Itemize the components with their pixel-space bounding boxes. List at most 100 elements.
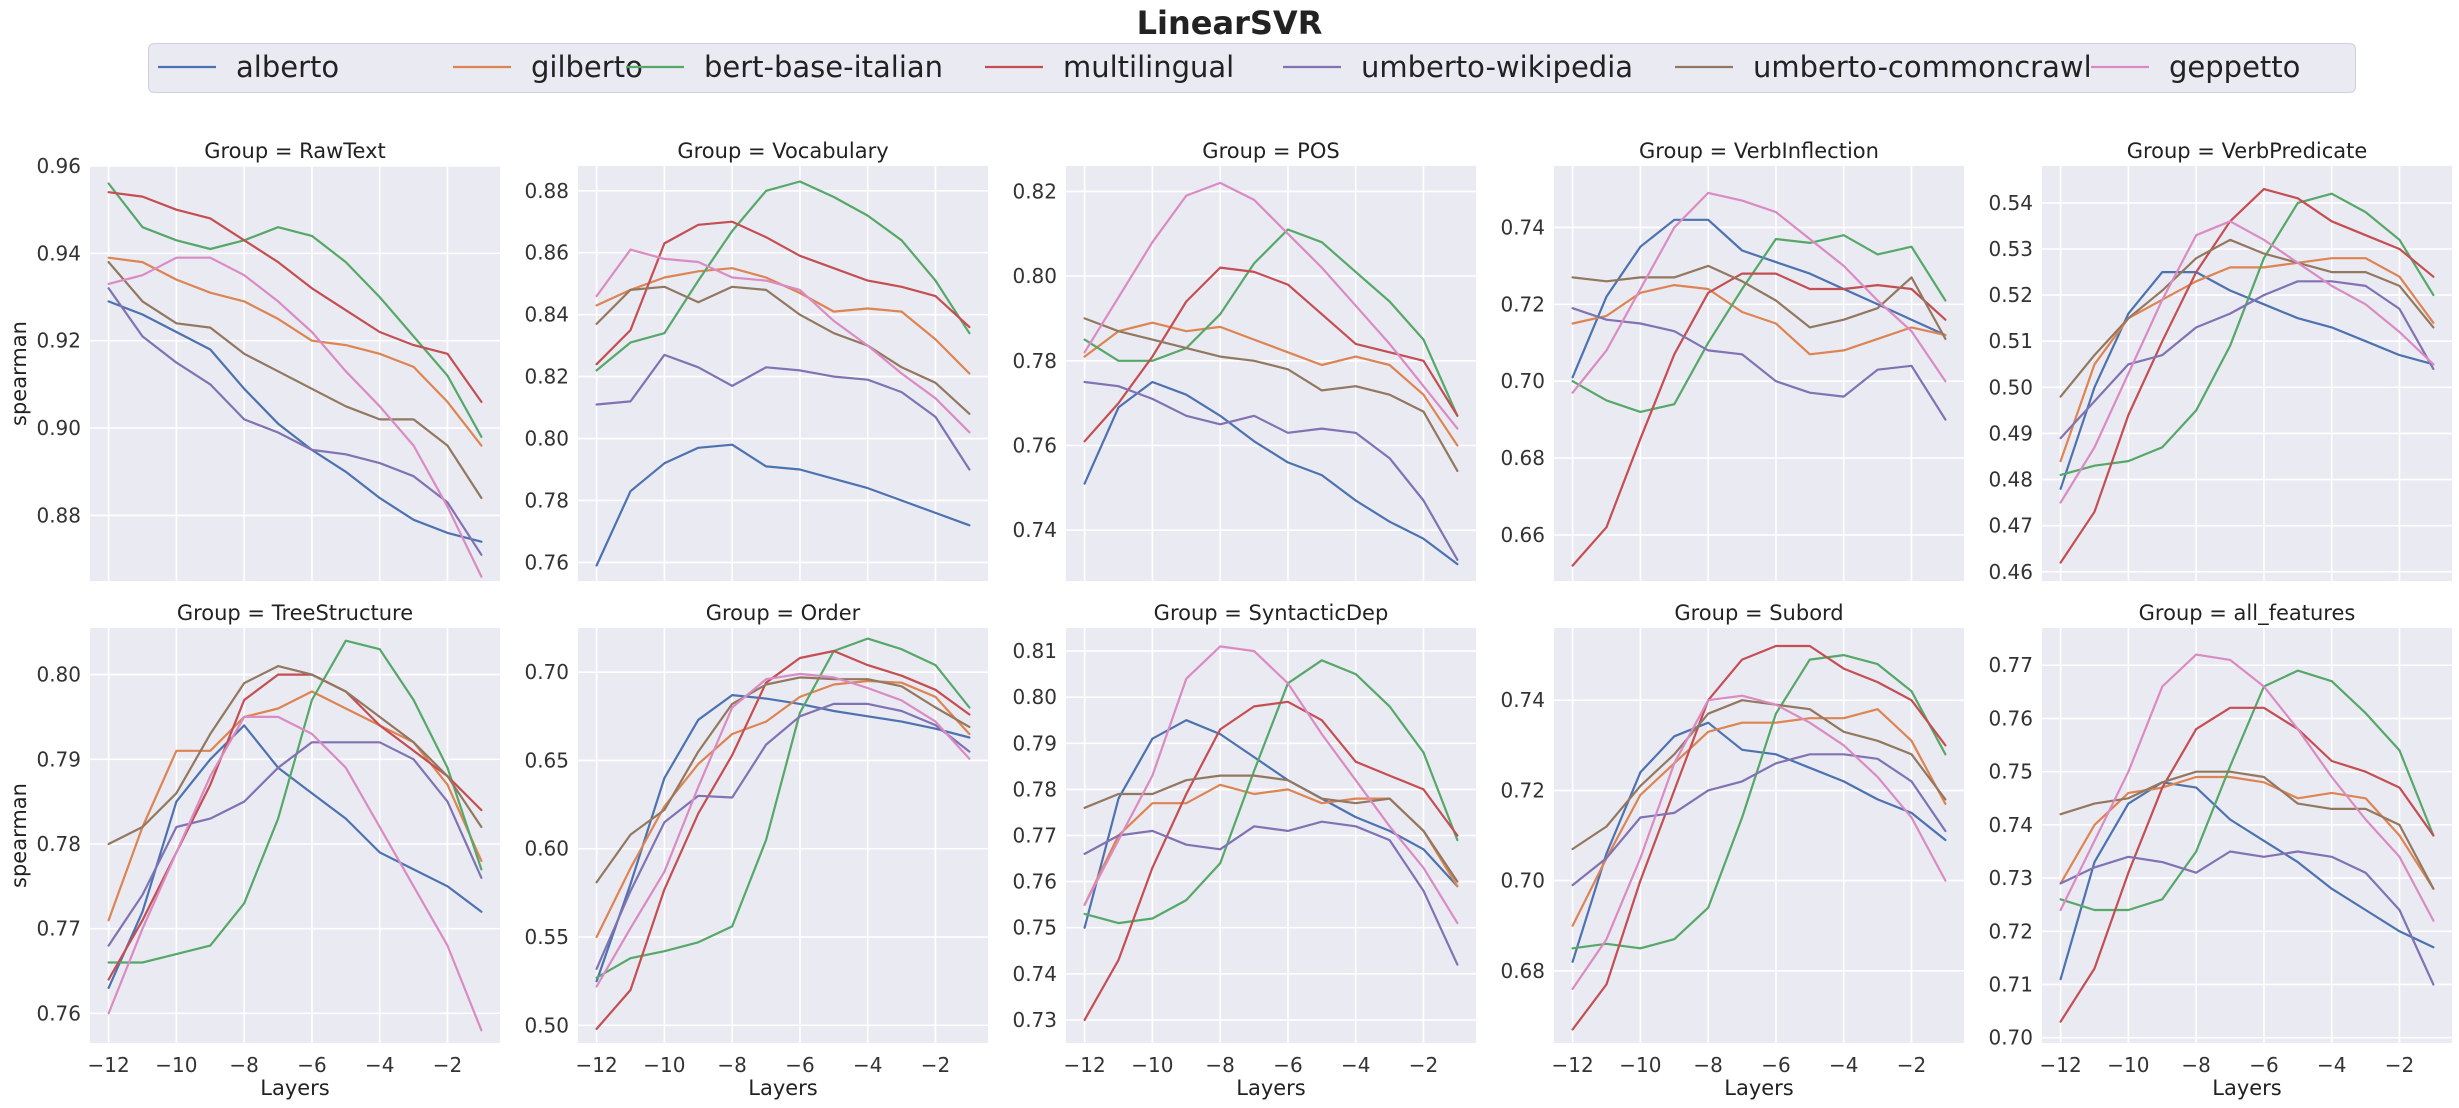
series-line-umberto-wikipedia <box>2059 850 2435 986</box>
panel-title: Group = Subord <box>1674 601 1843 625</box>
series-line-umberto-wikipedia <box>107 287 483 556</box>
series-line-bert-base-italian <box>1083 659 1459 925</box>
series-line-bert-base-italian <box>595 180 971 372</box>
x-tick-label: −12 <box>2040 1053 2082 1077</box>
series-line-umberto-wikipedia <box>1571 753 1947 887</box>
y-tick-label: 0.82 <box>1012 179 1057 203</box>
legend-label: bert-base-italian <box>704 50 943 84</box>
y-tick-label: 0.60 <box>524 837 569 861</box>
legend-item-bert-base-italian: bert-base-italian <box>626 50 943 84</box>
series-line-alberto <box>107 724 483 990</box>
panel-treestructure: −12 −10 −8 −6 −4 −2 0.76 0.77 0.78 0.79 0.80 Group … <box>7 601 500 1100</box>
y-tick-label: 0.78 <box>36 832 81 856</box>
legend-item-multilingual: multilingual <box>985 50 1234 84</box>
y-tick-label: 0.71 <box>1988 972 2033 996</box>
legend-item-geppetto: geppetto <box>2091 50 2300 84</box>
x-tick-label: −10 <box>643 1053 685 1077</box>
legend-label: gilberto <box>531 50 643 84</box>
x-tick-label: −10 <box>1619 1053 1661 1077</box>
legend-label: umberto-commoncrawl <box>1753 50 2092 84</box>
series-line-umberto-wikipedia <box>1083 380 1459 561</box>
series-line-multilingual <box>595 649 971 1031</box>
y-tick-label: 0.66 <box>1500 523 1545 547</box>
series-line-geppetto <box>1571 694 1947 991</box>
x-tick-label: −8 <box>1205 1053 1234 1077</box>
panel-background <box>578 628 988 1043</box>
legend-item-umberto-wikipedia: umberto-wikipedia <box>1283 50 1633 84</box>
panel-syntacticdep: −12 −10 −8 −6 −4 −2 0.73 0.74 0.75 0.76 0.77 0.78 0.… <box>1012 601 1476 1100</box>
x-tick-label: −4 <box>853 1053 882 1077</box>
series-line-umberto-commoncrawl <box>1571 264 1947 340</box>
x-tick-label: −10 <box>2107 1053 2149 1077</box>
series-line-alberto <box>1571 721 1947 963</box>
y-axis-label: spearman <box>7 783 31 888</box>
series-line-umberto-commoncrawl <box>107 664 483 846</box>
y-tick-label: 0.74 <box>1500 215 1545 239</box>
y-tick-label: 0.84 <box>524 303 569 327</box>
y-tick-label: 0.79 <box>1012 731 1057 755</box>
y-tick-label: 0.70 <box>1988 1026 2033 1050</box>
panel-title: Group = TreeStructure <box>177 601 413 625</box>
y-tick-label: 0.53 <box>1988 237 2033 261</box>
legend-item-umberto-commoncrawl: umberto-commoncrawl <box>1675 50 2092 84</box>
series-line-geppetto <box>1083 181 1459 430</box>
x-axis-label: Layers <box>2212 1076 2282 1100</box>
panel-all-features: −12 −10 −8 −6 −4 −2 0.70 0.71 0.72 0.73 0.74 0.75 0.… <box>1988 601 2452 1100</box>
series-line-geppetto <box>2059 653 2435 922</box>
x-tick-label: −2 <box>1409 1053 1438 1077</box>
series-line-umberto-commoncrawl <box>595 676 971 884</box>
y-tick-label: 0.51 <box>1988 329 2033 353</box>
series-line-geppetto <box>595 248 971 434</box>
y-tick-label: 0.72 <box>1988 919 2033 943</box>
y-tick-label: 0.50 <box>1988 375 2033 399</box>
y-tick-label: 0.94 <box>36 241 81 265</box>
x-tick-label: −8 <box>229 1053 258 1077</box>
panel-background <box>1554 166 1964 581</box>
y-tick-label: 0.70 <box>524 660 569 684</box>
series-line-gilberto <box>595 679 971 939</box>
y-tick-label: 0.80 <box>36 663 81 687</box>
y-tick-label: 0.76 <box>1012 433 1057 457</box>
y-tick-label: 0.52 <box>1988 283 2033 307</box>
x-tick-label: −4 <box>365 1053 394 1077</box>
y-tick-label: 0.79 <box>36 747 81 771</box>
chart-title: LinearSVR <box>1136 4 1323 42</box>
series-line-geppetto <box>107 715 483 1032</box>
y-axis-label: spearman <box>7 321 31 426</box>
y-tick-label: 0.75 <box>1012 916 1057 940</box>
panel-verbinflection: 0.66 0.68 0.70 0.72 0.74 Group = VerbInflecti… <box>1500 139 1964 581</box>
y-tick-label: 0.73 <box>1988 866 2033 890</box>
y-tick-label: 0.47 <box>1988 514 2033 538</box>
y-tick-label: 0.74 <box>1500 688 1545 712</box>
y-tick-label: 0.50 <box>524 1013 569 1037</box>
series-line-umberto-wikipedia <box>1083 820 1459 966</box>
y-tick-label: 0.54 <box>1988 191 2033 215</box>
x-tick-label: −6 <box>785 1053 814 1077</box>
series-line-gilberto <box>107 256 483 447</box>
panel-subord: −12 −10 −8 −6 −4 −2 0.68 0.70 0.72 0.74 Group = Su… <box>1500 601 1964 1100</box>
panel-title: Group = Vocabulary <box>677 139 888 163</box>
x-tick-label: −6 <box>1273 1053 1302 1077</box>
series-line-umberto-commoncrawl <box>1083 317 1459 472</box>
panel-title: Group = POS <box>1202 139 1339 163</box>
x-axis-label: Layers <box>1236 1076 1306 1100</box>
x-tick-label: −6 <box>2249 1053 2278 1077</box>
x-tick-label: −2 <box>1897 1053 1926 1077</box>
x-tick-label: −8 <box>2181 1053 2210 1077</box>
y-tick-label: 0.88 <box>36 503 81 527</box>
y-tick-label: 0.76 <box>36 1001 81 1025</box>
y-tick-label: 0.77 <box>1988 653 2033 677</box>
panel-title: Group = all_features <box>2139 601 2356 626</box>
series-line-gilberto <box>1571 284 1947 356</box>
y-tick-label: 0.75 <box>1988 760 2033 784</box>
series-line-multilingual <box>2059 188 2435 564</box>
x-axis-label: Layers <box>1724 1076 1794 1100</box>
x-tick-label: −10 <box>155 1053 197 1077</box>
legend-label: geppetto <box>2169 50 2300 84</box>
series-line-multilingual <box>1571 644 1947 1031</box>
y-tick-label: 0.74 <box>1012 962 1057 986</box>
x-tick-label: −12 <box>1064 1053 1106 1077</box>
series-line-alberto <box>595 443 971 567</box>
panel-background <box>578 166 988 581</box>
series-line-alberto <box>2059 781 2435 981</box>
